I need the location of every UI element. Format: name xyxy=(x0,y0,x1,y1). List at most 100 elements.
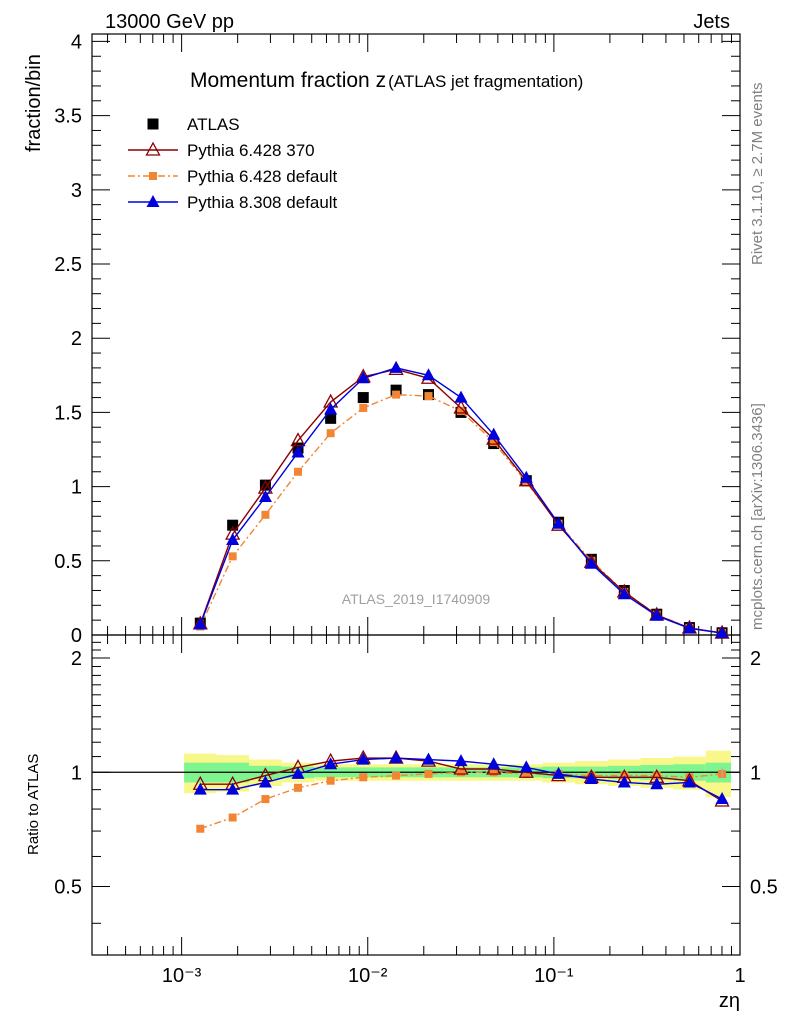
data-point xyxy=(294,467,303,476)
legend-label: Pythia 6.428 default xyxy=(187,167,338,186)
ratio-y-tick-label: 2 xyxy=(71,648,82,670)
ratio-point xyxy=(489,768,498,777)
data-point xyxy=(258,489,272,502)
mcplots-label: mcplots.cern.ch [arXiv:1306.3436] xyxy=(749,403,766,630)
data-point xyxy=(489,438,498,447)
analysis-watermark: ATLAS_2019_I1740909 xyxy=(342,591,491,607)
ratio-point xyxy=(196,824,205,833)
data-point xyxy=(325,412,337,424)
ratio-point xyxy=(617,775,631,788)
ratio-y-tick-label: 1 xyxy=(71,762,82,784)
data-point xyxy=(356,371,370,384)
data-point xyxy=(326,429,335,438)
ratio-point xyxy=(650,777,664,790)
data-point xyxy=(261,510,270,519)
y-tick-label: 0 xyxy=(71,625,82,647)
legend-marker xyxy=(149,172,157,180)
ratio-series-pythia-8-308-default xyxy=(193,751,729,805)
ratio-point xyxy=(356,752,370,765)
ratio-y-tick-label-right: 2 xyxy=(750,648,761,670)
legend-item: ATLAS xyxy=(147,115,240,134)
ratio-point xyxy=(359,773,368,782)
data-point xyxy=(584,556,598,569)
x-tick-label: 10⁻¹ xyxy=(534,965,574,987)
y-tick-label: 2.5 xyxy=(54,254,82,276)
legend-item: Pythia 6.428 370 xyxy=(128,141,315,160)
ratio-point xyxy=(519,760,533,773)
y-tick-label: 1.5 xyxy=(54,402,82,424)
ratio-point xyxy=(193,782,207,795)
data-point xyxy=(617,587,631,600)
data-point xyxy=(390,384,402,396)
data-point xyxy=(359,403,368,412)
data-point xyxy=(682,621,696,634)
ratio-point xyxy=(226,782,240,795)
header-energy: 13000 GeV pp xyxy=(105,11,234,33)
data-point xyxy=(457,406,466,415)
ratio-point xyxy=(291,766,305,779)
y-tick-label: 2 xyxy=(71,328,82,350)
ratio-point xyxy=(421,752,435,765)
ratio-point xyxy=(453,760,469,775)
legend-label: Pythia 8.308 default xyxy=(187,193,338,212)
series-line xyxy=(199,368,723,634)
ratio-point xyxy=(294,783,303,792)
y-tick-label: 1 xyxy=(71,477,82,499)
data-point xyxy=(193,617,207,630)
ratio-line xyxy=(200,757,723,802)
legend-label: ATLAS xyxy=(187,115,240,134)
y-tick-label: 3.5 xyxy=(54,106,82,128)
ratio-point xyxy=(261,795,270,804)
legend-item: Pythia 8.308 default xyxy=(128,193,338,212)
data-point xyxy=(389,360,403,373)
data-point xyxy=(552,516,566,529)
data-point xyxy=(324,402,338,415)
data-point xyxy=(392,390,401,399)
data-point xyxy=(487,427,501,440)
ratio-y-tick-label: 0.5 xyxy=(54,877,82,899)
y-tick-label: 0.5 xyxy=(54,551,82,573)
ratio-point xyxy=(454,754,468,767)
ratio-point xyxy=(682,775,696,788)
legend-label: Pythia 6.428 370 xyxy=(187,141,315,160)
ratio-point xyxy=(389,751,403,764)
data-point xyxy=(227,519,239,531)
data-point xyxy=(357,392,369,404)
data-point xyxy=(424,392,433,401)
ratio-panel-frame xyxy=(91,634,741,956)
ratio-ylabel: Ratio to ATLAS xyxy=(25,754,42,855)
legend-marker xyxy=(146,195,160,207)
ratio-point xyxy=(487,757,501,770)
x-tick-label: 10⁻³ xyxy=(162,965,202,987)
ratio-point xyxy=(324,757,338,770)
ratio-point xyxy=(652,771,661,780)
header-jets: Jets xyxy=(693,11,730,33)
axis-ticks xyxy=(92,34,741,955)
chart-title: Momentum fraction z (ATLAS jet fragmentat… xyxy=(190,69,583,92)
ratio-point xyxy=(326,776,335,785)
y-tick-label: 3 xyxy=(71,180,82,202)
legend-marker xyxy=(147,118,159,130)
ratio-point xyxy=(552,766,566,779)
main-ylabel: fraction/bin xyxy=(23,54,45,152)
ratio-y-tick-label-right: 1 xyxy=(750,762,761,784)
ratio-point xyxy=(715,792,729,805)
chart-title-sub: (ATLAS jet fragmentation) xyxy=(388,72,583,91)
x-tick-label: 10⁻² xyxy=(348,965,388,987)
ratio-point xyxy=(522,769,531,778)
data-point xyxy=(228,552,237,561)
data-point xyxy=(650,608,664,621)
legend: ATLAS Pythia 6.428 370 Pythia 6.428 defaul… xyxy=(128,115,338,212)
ratio-point xyxy=(258,775,272,788)
ratio-point xyxy=(424,769,433,778)
data-series xyxy=(192,360,730,833)
ratio-point xyxy=(457,768,466,777)
y-tick-label: 4 xyxy=(71,31,82,53)
legend-item: Pythia 6.428 default xyxy=(128,167,338,186)
chart-title-main: Momentum fraction z xyxy=(190,69,386,92)
data-point xyxy=(715,626,729,639)
xlabel: zη xyxy=(719,990,740,1012)
data-point xyxy=(519,470,533,483)
data-point xyxy=(226,533,240,546)
